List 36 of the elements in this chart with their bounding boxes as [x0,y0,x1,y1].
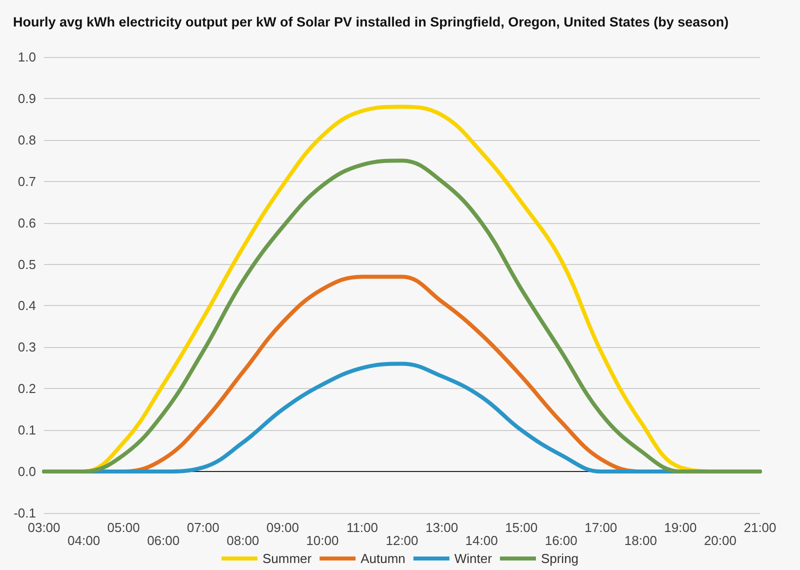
x-tick-label: 12:00 [386,533,418,548]
x-tick-label: 14:00 [465,533,498,548]
y-tick-label: 1.0 [18,50,36,64]
y-tick-label: 0.1 [18,422,36,438]
x-tick-label: 19:00 [664,520,697,535]
x-tick-label: 09:00 [266,520,299,535]
legend-label: Winter [454,551,493,566]
legend-label: Autumn [360,551,406,566]
x-tick-label: 08:00 [226,533,260,548]
x-tick-label: 18:00 [624,533,657,548]
y-tick-label: 0.2 [18,381,36,396]
x-tick-label: 15:00 [505,520,538,535]
x-tick-label: 03:00 [28,520,60,535]
y-tick-label: 0.0 [18,464,36,480]
x-tick-label: 20:00 [704,533,736,548]
y-tick-label: -0.1 [14,506,36,520]
chart-title: Hourly avg kWh electricity output per kW of Solar PV installed in Springfield, Oregon, United States (by season) [13,14,729,30]
x-tick-label: 16:00 [544,533,578,548]
y-tick-label: 0.9 [18,90,36,106]
x-tick-label: 21:00 [744,520,776,535]
y-tick-label: 0.6 [18,215,36,230]
y-tick-label: 0.7 [18,174,36,189]
x-tick-label: 10:00 [306,533,339,548]
x-tick-label: 04:00 [68,533,100,548]
y-tick-label: 0.4 [18,298,36,314]
x-tick-label: 05:00 [107,520,140,535]
x-tick-label: 11:00 [346,520,378,535]
y-tick-label: 0.5 [18,256,36,272]
x-tick-label: 06:00 [147,533,180,548]
y-tick-label: 0.3 [18,340,36,355]
y-tick-label: 0.8 [18,132,36,148]
x-tick-label: 07:00 [186,520,220,535]
x-tick-label: 13:00 [426,520,458,535]
legend-label: Summer [262,551,312,566]
x-tick-label: 17:00 [584,520,618,535]
legend-label: Spring [540,551,579,566]
